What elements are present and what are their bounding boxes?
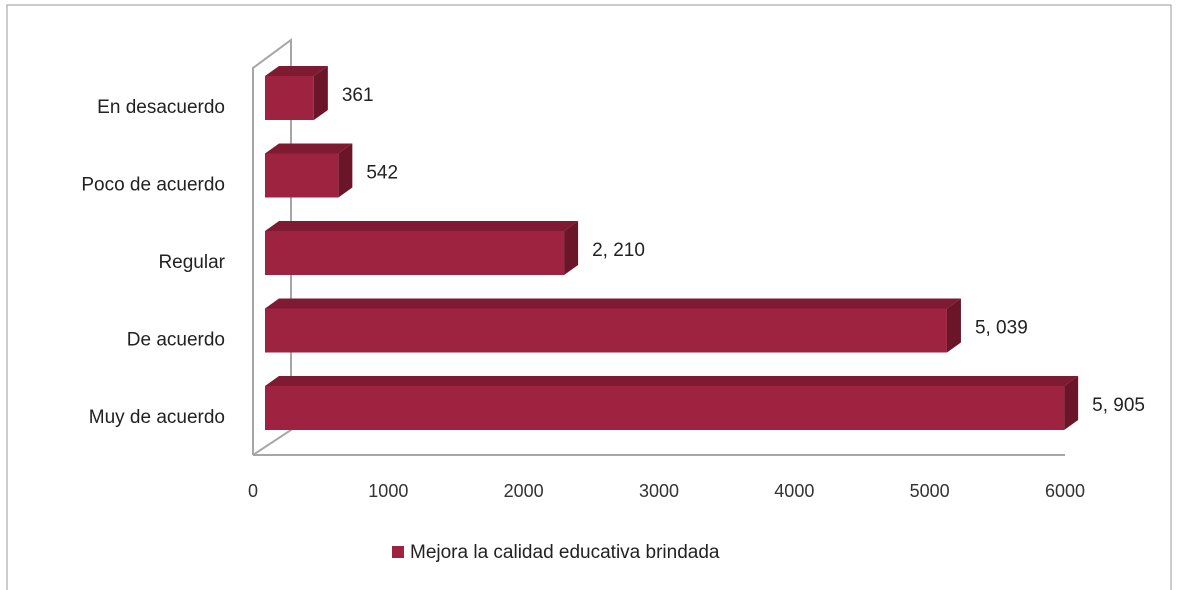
axes-wall (252, 38, 1065, 456)
bar-top (265, 298, 961, 309)
x-tick-label: 0 (248, 481, 258, 501)
bar (265, 231, 565, 275)
bar-side (338, 143, 353, 198)
bar-side (313, 66, 328, 120)
x-tick-label: 1000 (368, 481, 408, 501)
x-tick-label: 2000 (504, 481, 544, 501)
bar (265, 386, 1065, 430)
value-label: 5, 039 (975, 318, 1028, 339)
bar-side (564, 221, 579, 275)
value-label: 361 (342, 85, 374, 106)
bar-top (265, 376, 1079, 386)
value-label: 2, 210 (592, 240, 645, 261)
legend-swatch (392, 546, 404, 558)
x-tick-label: 4000 (774, 481, 814, 501)
bar-side (946, 298, 961, 353)
chart-frame (6, 4, 1172, 590)
legend-label: Mejora la calidad educativa brindada (410, 542, 720, 563)
x-tick-label: 3000 (639, 481, 679, 501)
bar-top (265, 221, 579, 231)
value-label: 5, 905 (1092, 395, 1145, 416)
y-tick-label: Muy de acuerdo (89, 407, 225, 428)
x-tick-label: 5000 (910, 481, 950, 501)
bar-side (1064, 376, 1079, 430)
back-wall (252, 38, 292, 456)
bar (265, 76, 314, 120)
y-tick-label: De acuerdo (127, 330, 225, 351)
bar (265, 153, 339, 198)
y-tick-label: Poco de acuerdo (81, 175, 225, 196)
y-tick-label: Regular (158, 252, 225, 273)
x-tick-label: 6000 (1045, 481, 1085, 501)
bar-top (265, 66, 328, 76)
bar (265, 308, 947, 353)
bar-top (265, 143, 353, 154)
value-label: 542 (366, 163, 398, 184)
y-tick-label: En desacuerdo (97, 97, 225, 118)
